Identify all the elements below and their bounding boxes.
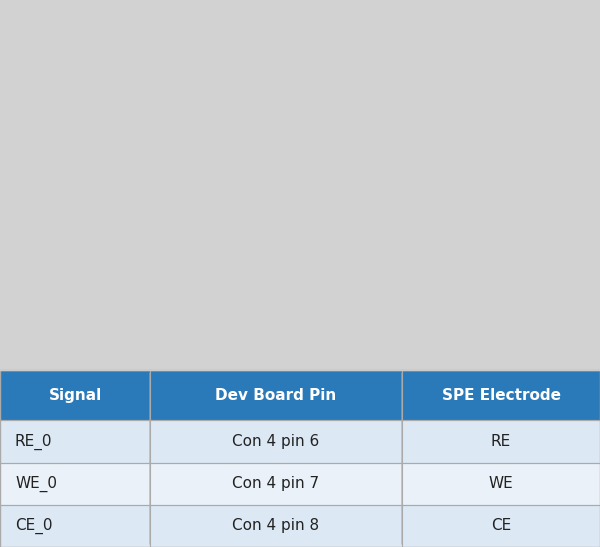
Bar: [402, 370, 600, 421]
Text: SPE Electrode: SPE Electrode: [442, 388, 560, 403]
Bar: [402, 505, 600, 547]
Text: WE_0: WE_0: [15, 476, 57, 492]
Text: Dev Board Pin: Dev Board Pin: [215, 388, 337, 403]
Text: WE: WE: [488, 476, 514, 491]
Bar: [0, 505, 150, 547]
Bar: [150, 370, 402, 421]
Bar: [150, 505, 402, 547]
Bar: [150, 463, 402, 505]
Bar: [402, 463, 600, 505]
Text: CE: CE: [491, 519, 511, 533]
Text: Signal: Signal: [49, 388, 101, 403]
Text: RE_0: RE_0: [15, 433, 53, 450]
Bar: [150, 421, 402, 463]
Text: Con 4 pin 6: Con 4 pin 6: [232, 434, 320, 449]
Text: Con 4 pin 8: Con 4 pin 8: [232, 519, 320, 533]
Text: CE_0: CE_0: [15, 518, 53, 534]
Bar: [0, 463, 150, 505]
Bar: [402, 421, 600, 463]
Text: RE: RE: [491, 434, 511, 449]
Bar: [0, 370, 150, 421]
Bar: [0, 421, 150, 463]
Text: Con 4 pin 7: Con 4 pin 7: [232, 476, 320, 491]
